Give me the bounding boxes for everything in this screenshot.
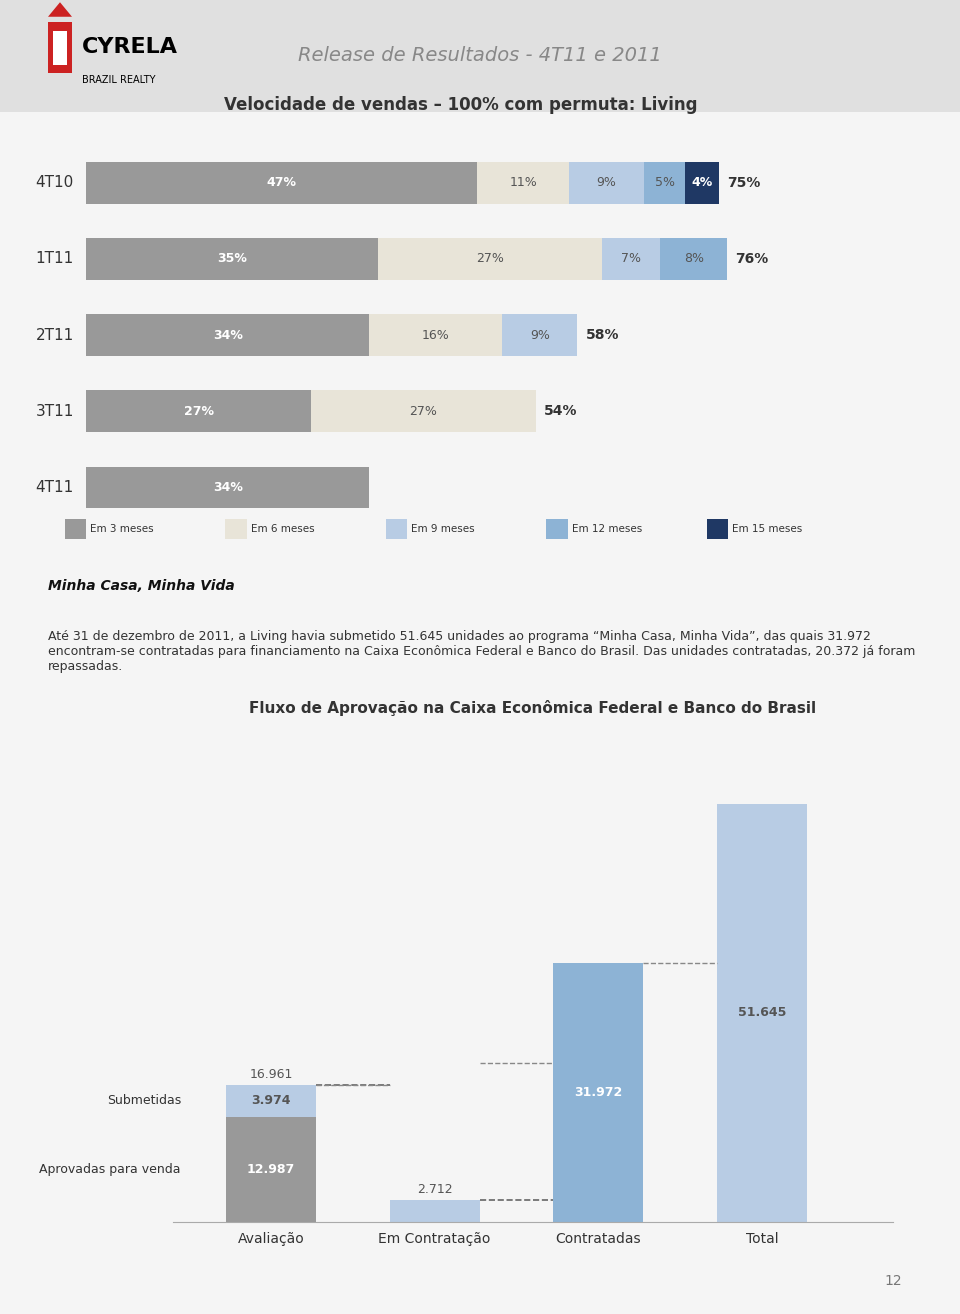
Text: 7%: 7% (621, 252, 641, 265)
Text: 2.712: 2.712 (417, 1183, 452, 1196)
Bar (226, 519, 247, 539)
Bar (546, 519, 567, 539)
Text: 31.972: 31.972 (574, 1085, 622, 1099)
Text: Em 9 meses: Em 9 meses (411, 524, 475, 533)
Bar (685, 162, 719, 204)
Text: Em 6 meses: Em 6 meses (251, 524, 314, 533)
Text: 76%: 76% (735, 252, 769, 265)
Bar (602, 238, 660, 280)
Text: Velocidade de vendas – 100% com permuta: Living: Velocidade de vendas – 100% com permuta:… (224, 96, 698, 114)
Bar (311, 390, 536, 432)
Text: 4%: 4% (691, 176, 712, 189)
Bar (86, 238, 377, 280)
Bar (660, 238, 727, 280)
Text: Em 3 meses: Em 3 meses (90, 524, 154, 533)
Text: 27%: 27% (409, 405, 438, 418)
Bar (86, 162, 477, 204)
Text: 1T11: 1T11 (36, 251, 74, 267)
Bar (226, 1117, 316, 1222)
Text: 47%: 47% (267, 176, 297, 189)
Text: 34%: 34% (213, 328, 243, 342)
Text: 35%: 35% (217, 252, 247, 265)
Text: 5%: 5% (655, 176, 675, 189)
Text: 16%: 16% (422, 328, 449, 342)
Text: CYRELA: CYRELA (82, 37, 178, 57)
Text: Em 15 meses: Em 15 meses (732, 524, 803, 533)
Bar (86, 390, 311, 432)
Text: 8%: 8% (684, 252, 704, 265)
Text: Em 12 meses: Em 12 meses (572, 524, 642, 533)
Text: 27%: 27% (476, 252, 504, 265)
Bar (226, 1084, 316, 1117)
Text: 54%: 54% (544, 405, 578, 418)
Bar (390, 1200, 480, 1222)
Bar (65, 519, 86, 539)
Text: 2T11: 2T11 (36, 327, 74, 343)
Bar (53, 32, 67, 64)
Bar (377, 238, 602, 280)
Text: 3.974: 3.974 (252, 1095, 291, 1108)
Text: 16.961: 16.961 (250, 1067, 293, 1080)
Bar (569, 162, 644, 204)
Text: 34%: 34% (213, 481, 243, 494)
Bar (86, 314, 370, 356)
Text: Release de Resultados - 4T11 e 2011: Release de Resultados - 4T11 e 2011 (299, 46, 661, 66)
Text: 51.645: 51.645 (737, 1007, 786, 1020)
Text: Aprovadas para venda: Aprovadas para venda (39, 1163, 181, 1176)
Text: 4T10: 4T10 (36, 175, 74, 191)
Bar (502, 314, 577, 356)
Text: 12: 12 (884, 1275, 901, 1288)
Bar (553, 963, 643, 1222)
Bar (707, 519, 728, 539)
Polygon shape (48, 3, 72, 17)
Text: 11%: 11% (510, 176, 537, 189)
Text: BRAZIL REALTY: BRAZIL REALTY (82, 75, 156, 85)
Bar (386, 519, 407, 539)
Text: 58%: 58% (586, 328, 619, 342)
Text: 3T11: 3T11 (36, 403, 74, 419)
Bar (370, 314, 502, 356)
Bar (644, 162, 685, 204)
Text: Submetidas: Submetidas (107, 1095, 181, 1108)
Text: 4T11: 4T11 (36, 480, 74, 495)
Bar (86, 466, 370, 509)
Text: Até 31 de dezembro de 2011, a Living havia submetido 51.645 unidades ao programa: Até 31 de dezembro de 2011, a Living hav… (48, 629, 916, 673)
Bar (477, 162, 569, 204)
Text: 27%: 27% (183, 405, 214, 418)
Text: Fluxo de Aprovação na Caixa Econômica Federal e Banco do Brasil: Fluxo de Aprovação na Caixa Econômica Fe… (250, 700, 816, 716)
Bar (48, 22, 72, 72)
Bar (717, 804, 807, 1222)
Text: 75%: 75% (727, 176, 760, 189)
Text: 12.987: 12.987 (247, 1163, 295, 1176)
Text: 9%: 9% (596, 176, 616, 189)
Text: 9%: 9% (530, 328, 550, 342)
Text: Minha Casa, Minha Vida: Minha Casa, Minha Vida (48, 578, 235, 593)
